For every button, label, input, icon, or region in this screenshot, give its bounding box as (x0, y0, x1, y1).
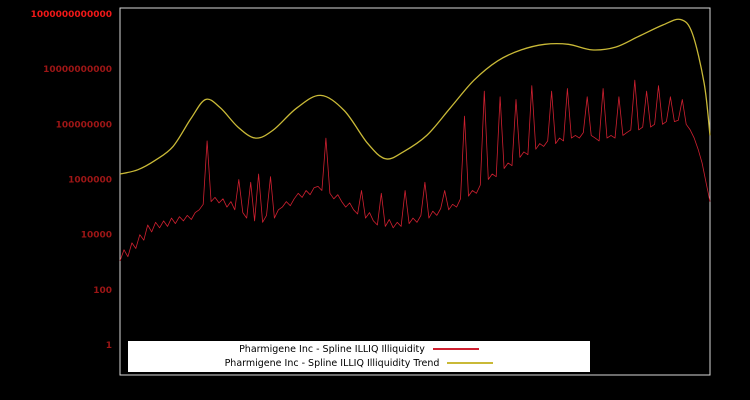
legend-line-illiquidity-swatch (432, 348, 479, 350)
y-tick-label: 100 (93, 286, 112, 296)
series-line-0 (119, 79, 711, 262)
legend-line-trend-swatch (447, 362, 494, 364)
series-line-1 (119, 18, 711, 175)
legend-item-illiquidity: Pharmigene Inc - Spline ILLIQ Illiquidit… (128, 342, 590, 356)
y-tick-label: 1000000000000 (31, 10, 112, 20)
y-tick-label: 100000000 (56, 120, 112, 130)
legend-label-trend: Pharmigene Inc - Spline ILLIQ Illiquidit… (224, 357, 440, 369)
legend-label-illiquidity: Pharmigene Inc - Spline ILLIQ Illiquidit… (239, 343, 425, 355)
legend-item-trend: Pharmigene Inc - Spline ILLIQ Illiquidit… (128, 356, 590, 370)
y-tick-label: 1 (106, 341, 112, 351)
legend: Pharmigene Inc - Spline ILLIQ Illiquidit… (128, 341, 590, 372)
series-lines (119, 18, 711, 262)
y-tick-label: 10000 (81, 231, 112, 241)
y-tick-label: 10000000000 (43, 65, 112, 75)
y-axis-tick-labels: 1 100 10000 1000000 100000000 10000000000 1000… (31, 10, 112, 351)
plot-area-border (119, 7, 711, 376)
y-tick-label: 1000000 (68, 176, 112, 186)
